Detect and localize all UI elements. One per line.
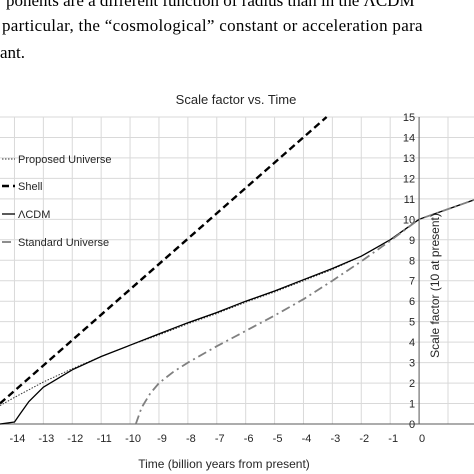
- x-tick-label: -14: [9, 433, 25, 445]
- y-tick-label: 6: [409, 296, 415, 308]
- x-tick-label: -5: [273, 433, 283, 445]
- y-tick-label: 7: [409, 276, 415, 288]
- y-tick-label: 12: [403, 173, 415, 185]
- y-tick-label: 3: [409, 358, 415, 370]
- x-tick-label: -13: [38, 433, 54, 445]
- x-tick-label: -3: [330, 433, 340, 445]
- paper-text-line-3: ant.: [0, 43, 26, 62]
- x-tick-label: -12: [67, 433, 83, 445]
- x-tick-label: 0: [419, 433, 425, 445]
- x-tick-label: -6: [244, 433, 254, 445]
- y-tick-label: 10: [403, 214, 415, 226]
- legend-label: Standard Universe: [18, 237, 109, 249]
- x-tick-label: -11: [97, 433, 112, 445]
- y-tick-label: 4: [409, 337, 415, 349]
- series-line-shell: [0, 116, 328, 405]
- y-tick-label: 13: [403, 153, 415, 165]
- y-tick-label: 1: [409, 399, 415, 411]
- paper-text-line-1: ponents are a different function of radi…: [6, 0, 415, 10]
- y-tick-label: 2: [409, 378, 415, 390]
- series-line--cdm: [0, 199, 474, 425]
- y-tick-label: 15: [403, 112, 415, 124]
- paper-text-line-2: particular, the “cosmological” constant …: [2, 16, 423, 35]
- chart-title: Scale factor vs. Time: [176, 92, 297, 107]
- y-tick-label: 14: [403, 132, 415, 144]
- y-tick-label: 0: [409, 419, 415, 431]
- y-tick-label: 11: [404, 194, 415, 206]
- x-tick-label: -10: [125, 433, 141, 445]
- x-tick-label: -4: [302, 433, 312, 445]
- y-tick-label: 5: [409, 317, 415, 329]
- x-tick-label: -1: [388, 433, 398, 445]
- series-line-standard-universe: [134, 199, 474, 425]
- legend-label: ΛCDM: [18, 209, 50, 221]
- x-tick-label: -8: [186, 433, 196, 445]
- legend-label: Shell: [18, 181, 42, 193]
- y-tick-label: 8: [409, 255, 415, 267]
- y-tick-label: 9: [409, 235, 415, 247]
- legend-label: Proposed Universe: [18, 154, 112, 166]
- x-tick-label: -9: [157, 433, 167, 445]
- x-tick-label: -7: [215, 433, 225, 445]
- x-tick-label: -2: [359, 433, 369, 445]
- x-axis-label: Time (billion years from present): [138, 457, 310, 471]
- y-axis-label: Scale factor (10 at present): [428, 213, 442, 358]
